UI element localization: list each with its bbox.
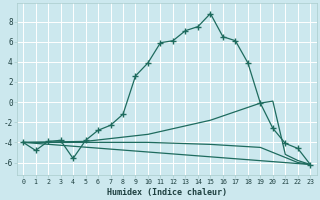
X-axis label: Humidex (Indice chaleur): Humidex (Indice chaleur) (107, 188, 227, 197)
